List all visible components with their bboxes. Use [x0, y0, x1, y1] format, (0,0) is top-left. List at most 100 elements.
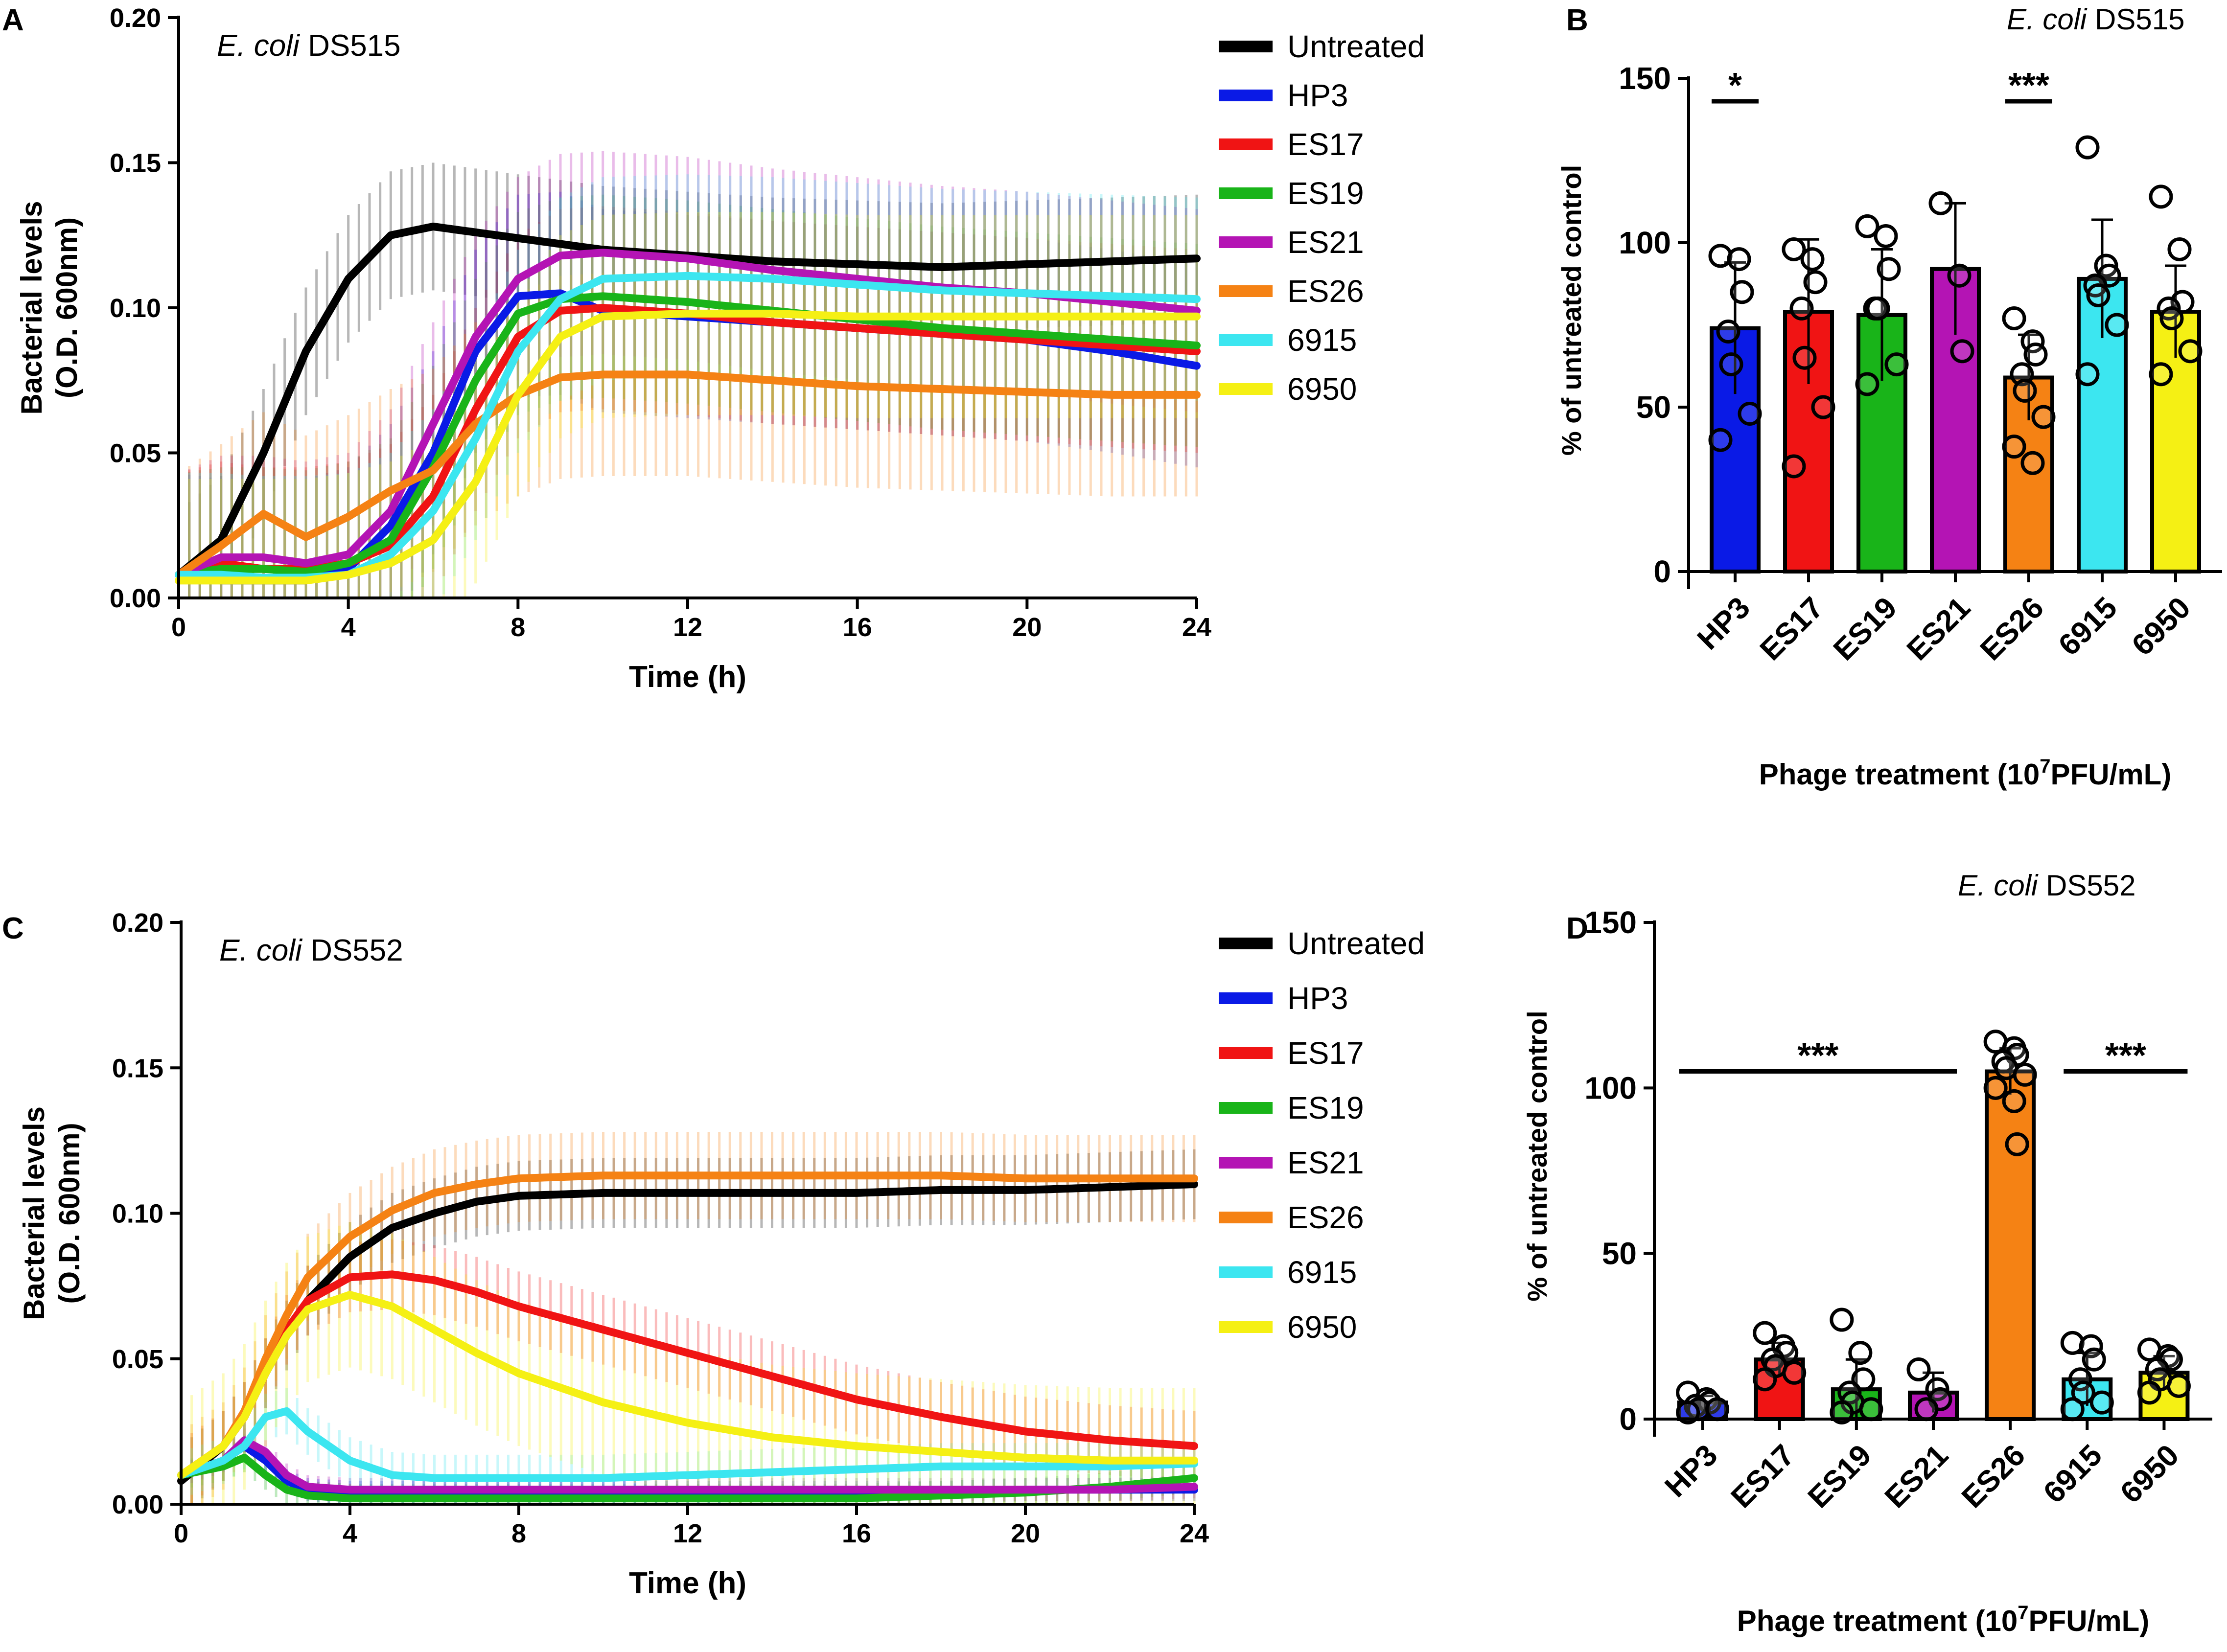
error-bars-6915: [188, 174, 1198, 598]
data-point-6915: [2075, 135, 2100, 160]
x-tick-label: 16: [843, 613, 872, 642]
x-tick-label: 8: [511, 1519, 526, 1548]
data-point-es19: [1855, 214, 1879, 238]
data-point-6950: [2149, 362, 2173, 387]
data-point-es17: [1753, 1321, 1777, 1345]
strain-species: E. coli: [2007, 3, 2088, 36]
data-point-es26: [2013, 1062, 2037, 1087]
y-tick-label: 0.15: [110, 149, 161, 178]
y-tick-label: 0: [1653, 554, 1671, 589]
legend-label-es26: ES26: [1287, 274, 1364, 309]
data-point-es17: [1753, 1367, 1777, 1392]
y-axis-title-line2: (O.D. 600nm): [50, 217, 83, 398]
data-point-es26: [2005, 1132, 2029, 1156]
y-tick-label: 0.05: [110, 439, 161, 468]
y-tick-label: 0.10: [112, 1199, 163, 1229]
data-point-es19: [1848, 1341, 1873, 1365]
data-point-hp3: [1716, 319, 1740, 344]
y-tick-label: 0.20: [112, 908, 163, 938]
x-axis-title-main: Phage treatment (10: [1759, 758, 2040, 791]
strain-title: E. coli DS515: [2007, 3, 2185, 36]
category-label-6950: 6950: [2126, 591, 2197, 662]
y-tick-label: 50: [1602, 1236, 1637, 1271]
legend-label-es17: ES17: [1287, 127, 1364, 162]
data-point-hp3: [1719, 352, 1743, 377]
data-point-6915: [2086, 283, 2111, 308]
y-tick-label: 0: [1619, 1401, 1637, 1437]
data-point-es21: [1914, 1397, 1939, 1422]
data-point-es26: [2002, 1089, 2026, 1113]
panel-c-growth-chart: 0.00 0.05 0.10 0.15 0.20 0 4 8 12 16 20 24 Time (h) B…: [18, 908, 1425, 1600]
series-line-es17: [177, 1270, 1198, 1479]
x-tick-label: 20: [1011, 1519, 1040, 1548]
legend-label-untreated: Untreated: [1287, 926, 1425, 961]
category-label-es17: ES17: [1725, 1438, 1801, 1514]
x-tick-label: 0: [174, 1519, 188, 1548]
legend-label-untreated: Untreated: [1287, 29, 1425, 64]
data-point-6950: [2167, 237, 2192, 261]
data-point-es21: [1950, 339, 1974, 364]
strain-id: DS552: [302, 934, 403, 967]
y-axis-title-line1: Bacterial levels: [15, 201, 48, 415]
data-point-es17: [1800, 247, 1825, 272]
data-point-es26: [2020, 451, 2045, 475]
series-line-es21: [177, 1436, 1198, 1494]
category-label-es19: ES19: [1802, 1438, 1878, 1514]
data-point-hp3: [1738, 401, 1762, 426]
error-bars-untreated: [188, 162, 1198, 598]
strain-species: E. coli: [219, 934, 303, 967]
data-point-6950: [2166, 1374, 2191, 1398]
data-point-es26: [2023, 342, 2048, 367]
legend-label-6915: 6915: [1287, 1255, 1357, 1290]
significance-label: *: [1728, 66, 1742, 105]
legend-label-es21: ES21: [1287, 225, 1364, 260]
x-tick-label: 20: [1012, 613, 1042, 642]
data-point-6915: [2075, 362, 2100, 387]
legend-label-6915: 6915: [1287, 322, 1357, 358]
legend-label-hp3: HP3: [1287, 78, 1348, 113]
data-point-es26: [2002, 435, 2026, 459]
error-bars-es26: [188, 273, 1198, 598]
error-bars-6915: [190, 1388, 1196, 1502]
category-label-hp3: HP3: [1658, 1438, 1724, 1504]
legend-label-6950: 6950: [1287, 371, 1357, 407]
series-line-es26: [177, 1171, 1198, 1479]
x-tick-label: 12: [673, 613, 702, 642]
category-label-6915: 6915: [2052, 591, 2124, 662]
y-axis-title-line2: (O.D. 600nm): [53, 1123, 86, 1304]
strain-id: DS515: [300, 29, 401, 63]
category-label-es21: ES21: [1879, 1438, 1955, 1514]
y-tick-label: 100: [1619, 225, 1671, 260]
category-label-es17: ES17: [1754, 591, 1830, 667]
error-bars-es26: [190, 1132, 1196, 1504]
y-tick-label: 0.00: [110, 584, 161, 613]
x-axis-title-sup: 7: [2018, 1602, 2028, 1624]
data-point-hp3: [1727, 247, 1751, 272]
significance-label: ***: [1797, 1036, 1838, 1076]
data-point-6950: [2178, 339, 2203, 364]
data-point-es19: [1830, 1400, 1854, 1424]
y-tick-label: 0.20: [110, 3, 161, 33]
series-line-untreated: [177, 1180, 1198, 1485]
series-line-6915: [177, 1407, 1198, 1482]
data-point-es19: [1874, 224, 1898, 249]
legend-label-es19: ES19: [1287, 176, 1364, 211]
x-tick-label: 8: [510, 613, 525, 642]
data-point-es21: [1906, 1357, 1931, 1381]
strain-id: DS552: [2038, 869, 2135, 902]
category-label-hp3: HP3: [1691, 591, 1757, 656]
y-axis-title: % of untreated control: [1556, 165, 1587, 456]
error-bars-6950: [188, 212, 1198, 598]
panel-a-growth-chart: 0.00 0.05 0.10 0.15 0.20 0 4 8 12 16 20 24 Time (h) B…: [15, 3, 1425, 694]
x-tick-label: 16: [842, 1519, 871, 1548]
data-point-es19: [1830, 1308, 1854, 1332]
strain-title: E. coli DS515: [217, 29, 401, 63]
series-line-6950: [177, 1291, 1198, 1479]
strain-title: E. coli DS552: [1958, 869, 2136, 902]
category-label-6915: 6915: [2037, 1438, 2109, 1510]
y-tick-label: 150: [1619, 61, 1671, 96]
y-axis-title: Bacterial levels(O.D. 600nm): [18, 1106, 86, 1320]
bar-es26: [1985, 1069, 2036, 1421]
data-point-6950: [2149, 184, 2173, 209]
